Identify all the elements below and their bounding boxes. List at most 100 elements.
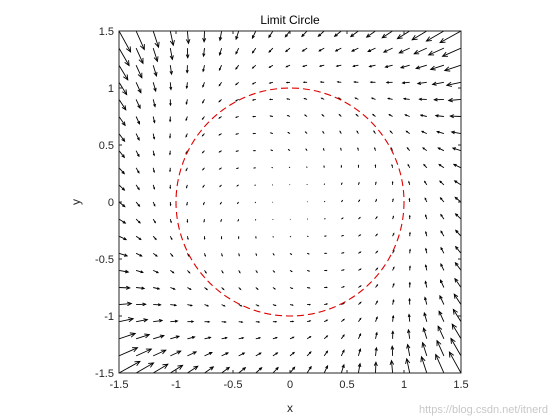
field-arrow-head	[408, 265, 411, 268]
field-arrow-head	[129, 332, 137, 338]
field-arrow-head	[251, 82, 254, 85]
field-arrow-head	[202, 37, 207, 43]
field-arrow-head	[137, 88, 142, 94]
field-arrow-head	[186, 203, 188, 206]
field-arrow-head	[437, 325, 443, 332]
field-arrow-head	[309, 336, 312, 339]
field-arrow-head	[391, 163, 393, 167]
field-arrow-head	[398, 49, 404, 54]
field-arrow	[455, 262, 461, 271]
field-arrow	[119, 360, 141, 373]
field-arrow-head	[218, 117, 221, 119]
field-arrow-head	[191, 336, 196, 339]
field-arrow	[119, 167, 125, 174]
field-arrow	[272, 367, 279, 373]
field-arrow	[446, 81, 461, 86]
field-arrow	[152, 363, 169, 373]
field-arrow	[135, 362, 154, 373]
field-arrow-head	[416, 81, 422, 85]
field-arrow-head	[204, 254, 206, 257]
field-arrow-head	[192, 351, 198, 355]
field-arrow-head	[190, 304, 193, 307]
field-arrow-head	[284, 34, 288, 38]
field-arrow-head	[409, 248, 411, 252]
field-arrow-head	[269, 132, 272, 134]
field-arrow	[152, 31, 159, 48]
field-arrow-head	[173, 303, 178, 307]
field-arrow-head	[357, 147, 359, 150]
field-arrow-head	[387, 97, 390, 100]
field-arrow-head	[409, 231, 411, 235]
field-arrow-head	[342, 286, 345, 288]
field-arrow	[455, 246, 461, 254]
field-arrow-head	[422, 327, 427, 333]
field-arrow-head	[308, 351, 312, 354]
field-arrow-head	[429, 65, 436, 71]
field-arrow-head	[385, 81, 389, 84]
field-arrow	[451, 131, 461, 135]
field-arrow-head	[376, 284, 379, 287]
field-arrow	[221, 352, 229, 357]
field-arrow-head	[317, 33, 322, 38]
field-arrow-head	[218, 36, 223, 42]
field-arrow-head	[208, 336, 212, 340]
field-arrow-head	[185, 186, 188, 189]
field-arrow	[135, 116, 140, 125]
field-arrow	[439, 31, 461, 44]
watermark-text: https://blog.csdn.net/itnerd	[418, 404, 548, 416]
field-arrow	[423, 312, 428, 322]
field-arrow-head	[342, 318, 345, 321]
field-arrow-head	[124, 60, 130, 67]
field-arrow-head	[448, 351, 455, 358]
field-arrow-head	[308, 365, 312, 370]
field-arrow-head	[445, 81, 453, 87]
field-arrow-head	[155, 254, 158, 257]
field-arrow-head	[372, 113, 375, 116]
y-tick-label: 0	[108, 197, 114, 209]
field-arrow	[407, 329, 411, 339]
field-arrow-head	[237, 237, 240, 240]
field-arrow-head	[369, 81, 373, 84]
field-arrow-head	[137, 72, 143, 79]
field-arrow-head	[242, 352, 246, 356]
field-arrow-head	[441, 51, 449, 57]
field-arrow-head	[144, 333, 151, 339]
field-arrow-head	[268, 98, 272, 101]
field-arrow-head	[376, 233, 378, 236]
field-arrow-head	[359, 285, 362, 287]
field-arrow-head	[169, 55, 174, 61]
field-arrow-head	[408, 214, 411, 218]
field-arrow-head	[268, 34, 272, 39]
field-arrow	[324, 218, 326, 220]
field-arrow-head	[124, 253, 129, 257]
field-arrow	[448, 351, 461, 373]
field-arrow-head	[342, 269, 345, 271]
field-arrow-head	[152, 136, 156, 140]
field-arrow-head	[238, 254, 240, 257]
field-arrow-head	[341, 199, 344, 202]
field-arrow	[448, 98, 461, 101]
field-arrow-head	[353, 81, 356, 84]
field-arrow-head	[221, 254, 223, 257]
field-arrow-head	[319, 81, 323, 83]
x-tick-label: -1.5	[110, 379, 129, 391]
field-arrow	[170, 364, 183, 373]
field-arrow	[351, 47, 359, 52]
field-arrow-head	[153, 87, 157, 93]
field-arrow-head	[218, 52, 222, 56]
field-arrow-head	[219, 203, 222, 205]
field-arrow	[268, 31, 274, 38]
field-arrow-head	[136, 154, 140, 158]
field-arrow-head	[420, 130, 424, 134]
field-arrow	[381, 31, 393, 39]
field-arrow-head	[156, 287, 161, 290]
field-arrow-head	[145, 348, 153, 354]
field-arrow	[119, 201, 126, 208]
field-arrow-head	[153, 204, 156, 207]
field-arrow-head	[274, 287, 276, 290]
field-arrow-head	[415, 65, 421, 70]
field-arrow	[440, 263, 445, 271]
field-arrow-head	[450, 337, 456, 344]
x-tick-label: -0.5	[224, 379, 243, 391]
field-arrow-head	[207, 320, 211, 323]
